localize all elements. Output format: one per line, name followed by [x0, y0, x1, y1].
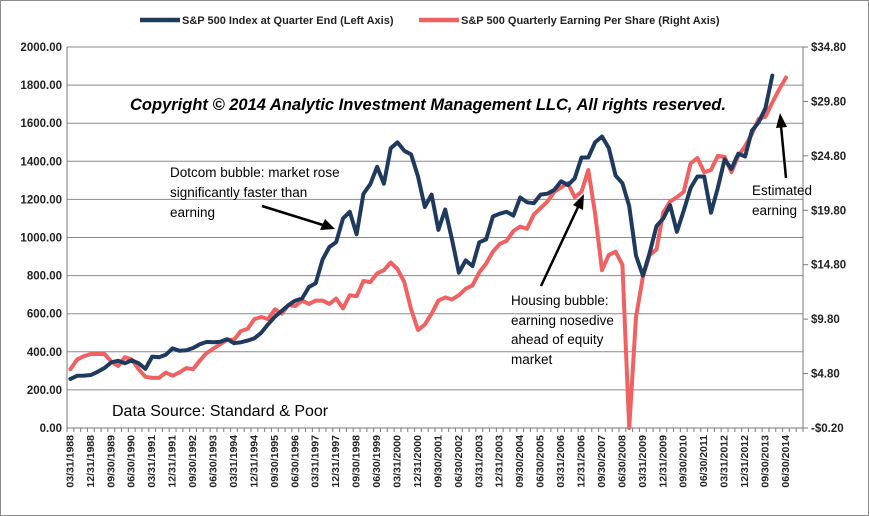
housing-annotation: Housing bubble: earning nosedive ahead o… [511, 194, 614, 367]
x-tick-label: 12/31/1997 [330, 435, 342, 488]
dotcom-annotation-line-3: earning [170, 205, 215, 220]
x-tick-label: 06/30/1993 [208, 435, 220, 488]
copyright-notice: Copyright © 2014 Analytic Investment Man… [130, 96, 726, 114]
housing-annotation-line-4: market [511, 352, 553, 367]
x-tick-label: 09/30/2013 [760, 435, 772, 488]
x-axis-ticks: 03/31/1988 12/31/1988 09/30/1989 06/30/1990… [64, 428, 804, 488]
x-tick-label: 09/30/1992 [187, 435, 199, 488]
x-tick-label: 03/31/1988 [64, 435, 76, 488]
left-tick-label: 2000.00 [20, 42, 62, 54]
x-tick-label: 12/31/2009 [657, 435, 669, 488]
right-tick-label: $29.80 [811, 96, 846, 108]
right-tick-label: $4.80 [811, 369, 840, 381]
series-sp500-eps-line [68, 75, 788, 430]
x-tick-label: 03/31/2000 [392, 435, 404, 488]
x-tick-label: 06/30/2014 [780, 435, 792, 488]
housing-annotation-line-1: Housing bubble: [511, 293, 609, 308]
x-tick-label: 06/30/1990 [126, 435, 138, 488]
right-axis-ticks: -$0.20 $4.80 $9.80 $14.80 $19.80 $24.80 $29.80… [803, 42, 846, 435]
dotcom-annotation-line-2: significantly faster than [170, 185, 307, 200]
left-tick-label: 1000.00 [20, 233, 62, 245]
estimated-arrowhead [776, 113, 787, 128]
x-tick-label: 03/31/2003 [473, 435, 485, 488]
series-lines [68, 73, 788, 430]
x-tick-label: 12/31/1994 [248, 435, 260, 488]
x-tick-label: 09/30/1998 [351, 435, 363, 488]
estimated-annotation-line-1: Estimated [752, 183, 812, 198]
x-tick-label: 09/30/1995 [269, 435, 281, 488]
left-tick-label: 0.00 [40, 423, 62, 435]
x-tick-label: 12/31/2012 [739, 435, 751, 488]
x-tick-label: 03/31/1991 [146, 435, 158, 488]
right-tick-label: $34.80 [811, 42, 846, 54]
right-tick-label: $9.80 [811, 314, 840, 326]
left-tick-label: 600.00 [27, 309, 62, 321]
left-axis-ticks: 0.00 200.00 400.00 600.00 800.00 1000.00 1200.… [20, 42, 62, 435]
estimated-annotation: Estimated earning [752, 113, 812, 218]
x-tick-label: 09/30/1989 [105, 435, 117, 488]
dotcom-arrowhead [320, 219, 335, 230]
left-tick-label: 1200.00 [20, 194, 62, 206]
x-tick-label: 06/30/2011 [698, 435, 710, 487]
right-tick-label: $14.80 [811, 260, 846, 272]
right-tick-label: -$0.20 [811, 423, 844, 435]
x-tick-label: 06/30/1996 [289, 435, 301, 488]
x-tick-label: 12/31/2000 [412, 435, 424, 488]
x-tick-label: 03/31/2009 [637, 435, 649, 488]
housing-annotation-line-2: earning nosedive [511, 313, 614, 328]
x-tick-label: 12/31/2006 [576, 435, 588, 488]
left-tick-label: 1400.00 [20, 156, 62, 168]
dotcom-arrow [261, 204, 324, 227]
left-tick-label: 400.00 [27, 347, 62, 359]
x-tick-label: 06/30/2002 [453, 435, 465, 488]
x-tick-label: 12/31/2003 [494, 435, 506, 488]
x-tick-label: 03/31/2006 [555, 435, 567, 488]
x-tick-label: 09/30/2010 [678, 435, 690, 488]
housing-arrow [539, 204, 581, 287]
x-tick-label: 03/31/1997 [310, 435, 322, 488]
x-tick-label: 03/31/2012 [719, 435, 731, 488]
x-tick-label: 09/30/2001 [432, 435, 444, 488]
data-source-note: Data Source: Standard & Poor [112, 403, 329, 420]
x-tick-label: 06/30/1999 [371, 435, 383, 488]
housing-annotation-line-3: ahead of equity [511, 332, 604, 347]
x-tick-label: 09/30/2007 [596, 435, 608, 488]
series-sp500-index-line [68, 73, 775, 381]
right-tick-label: $19.80 [811, 205, 846, 217]
left-tick-label: 1600.00 [20, 118, 62, 130]
left-tick-label: 1800.00 [20, 80, 62, 92]
housing-arrowhead [573, 194, 584, 210]
x-tick-label: 06/30/2008 [616, 435, 628, 488]
left-tick-label: 200.00 [27, 385, 62, 397]
left-tick-label: 800.00 [27, 271, 62, 283]
legend: S&P 500 Index at Quarter End (Left Axis)… [140, 15, 720, 27]
right-tick-label: $24.80 [811, 151, 846, 163]
dotcom-annotation: Dotcom bubble: market rose significantly… [170, 165, 340, 230]
dotcom-annotation-line-1: Dotcom bubble: market rose [170, 165, 340, 180]
estimated-arrow [779, 125, 788, 179]
x-tick-label: 06/30/2005 [535, 435, 547, 488]
x-tick-label: 12/31/1991 [167, 435, 179, 488]
x-tick-label: 12/31/1988 [85, 435, 97, 488]
estimated-annotation-line-2: earning [752, 203, 797, 218]
legend-label-sp500-eps: S&P 500 Quarterly Earning Per Share (Rig… [461, 15, 720, 27]
legend-label-sp500-index: S&P 500 Index at Quarter End (Left Axis) [182, 15, 394, 27]
x-tick-label: 09/30/2004 [514, 435, 526, 488]
x-tick-label: 03/31/1994 [228, 435, 240, 488]
